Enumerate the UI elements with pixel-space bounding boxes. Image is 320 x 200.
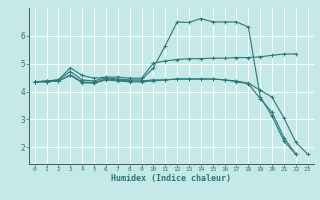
X-axis label: Humidex (Indice chaleur): Humidex (Indice chaleur)	[111, 174, 231, 183]
